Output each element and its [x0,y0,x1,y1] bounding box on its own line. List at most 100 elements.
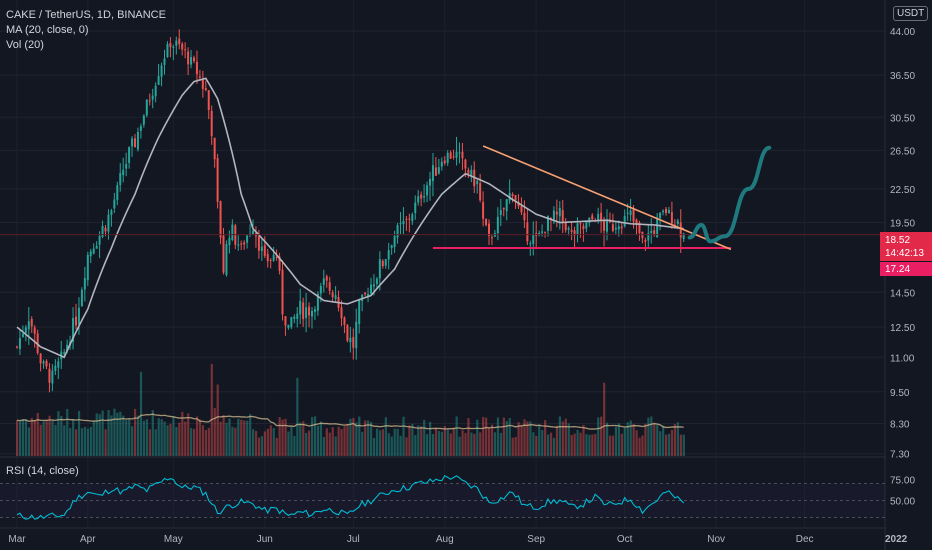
volume-bar [667,433,671,456]
volume-bar [420,426,423,456]
candle-body [414,202,417,213]
volume-bar [408,425,411,456]
candle-body [629,210,632,215]
candle-body [656,217,659,237]
candle-body [175,40,178,46]
candle-body [552,210,555,221]
volume-bar [178,422,181,456]
candle-body [452,156,455,158]
candle-body [252,230,254,235]
volume-indicator-label[interactable]: Vol (20) [6,39,44,51]
candle-body [80,289,83,307]
candle-body [488,223,490,236]
volume-bar [110,415,113,456]
symbol-title[interactable]: CAKE / TetherUS, 1D, BINANCE [6,9,166,21]
ma-indicator-label[interactable]: MA (20, close, 0) [6,24,89,36]
bar-countdown: 14:42:13 [885,248,924,259]
volume-bar [517,422,520,456]
volume-bar [632,423,635,456]
volume-bar [535,435,538,456]
candle-body [216,158,219,202]
candle-body [201,78,204,89]
candle-body [426,185,429,196]
candle-body [387,250,390,260]
candle-body [272,255,275,261]
volume-bar [95,413,98,456]
candle-body [638,222,641,233]
time-tick-label: Sep [527,534,545,545]
candle-body [561,210,564,222]
volume-bar [467,418,470,456]
ma-line [16,77,684,359]
volume-ma [16,413,684,430]
candle-body [370,284,372,294]
volume-bar [650,416,653,456]
volume-bar [305,432,308,456]
volume-bar [499,432,502,456]
volume-bar [60,415,63,456]
candle-body [558,207,561,217]
volume-bar [520,424,523,456]
volume-ma-line [16,413,684,430]
volume-bar [547,434,550,456]
candle-body [653,230,656,236]
volume-bar [128,419,131,456]
candle-body [461,151,464,159]
candle-body [16,346,18,348]
rsi-indicator-label[interactable]: RSI (14, close) [6,465,79,477]
volume-bar [508,418,511,456]
volume-bar [641,435,644,456]
candle-body [375,278,378,284]
candle-body [131,138,134,147]
candle-body [346,324,349,341]
volume-bar [66,408,69,456]
price-tick-label: 11.00 [890,353,915,364]
price-tick-label: 8.30 [890,420,910,431]
time-tick-label: Nov [707,534,725,545]
price-tick-label: 30.50 [890,113,915,124]
volume-bar [482,417,485,456]
candle-body [523,212,526,221]
candle-body [470,169,473,177]
volume-bar [249,413,252,456]
volume-bar [423,419,426,456]
volume-bar [154,429,157,456]
candle-body [328,282,331,291]
volume-bar [51,420,54,456]
volume-bar [125,420,128,456]
volume-bar [567,423,570,456]
volume-bar [107,410,110,456]
volume-bar [119,411,122,456]
rsi-tick-label: 50.00 [890,497,915,508]
volume-bar [529,421,532,456]
volume-bar [328,432,331,456]
currency-badge[interactable]: USDT [893,6,929,21]
volume-bar [290,425,293,456]
time-tick-label: Oct [617,534,633,545]
candle-body [269,259,272,261]
volume-bar [104,429,107,456]
volume-bar [136,415,140,456]
volume-bar [45,420,48,456]
volume-bar [429,421,432,456]
volume-bar [665,434,668,456]
volume-bar [455,416,458,456]
volume-bar [201,425,205,456]
candle-body [260,246,263,252]
candle-body [322,278,325,285]
candle-body [650,230,653,233]
volume-bar [676,422,679,456]
volume-bar [396,428,399,456]
volume-bar [257,437,261,456]
projection-path [687,145,772,244]
candle-body [659,212,662,219]
candle-body [166,44,169,58]
volume-bar [617,423,620,456]
volume-bar [69,428,72,456]
candle-body [45,360,48,367]
volume-bar [36,412,39,456]
volume-bar [131,426,134,456]
volume-bar [623,427,626,456]
volume-bar [576,429,579,456]
